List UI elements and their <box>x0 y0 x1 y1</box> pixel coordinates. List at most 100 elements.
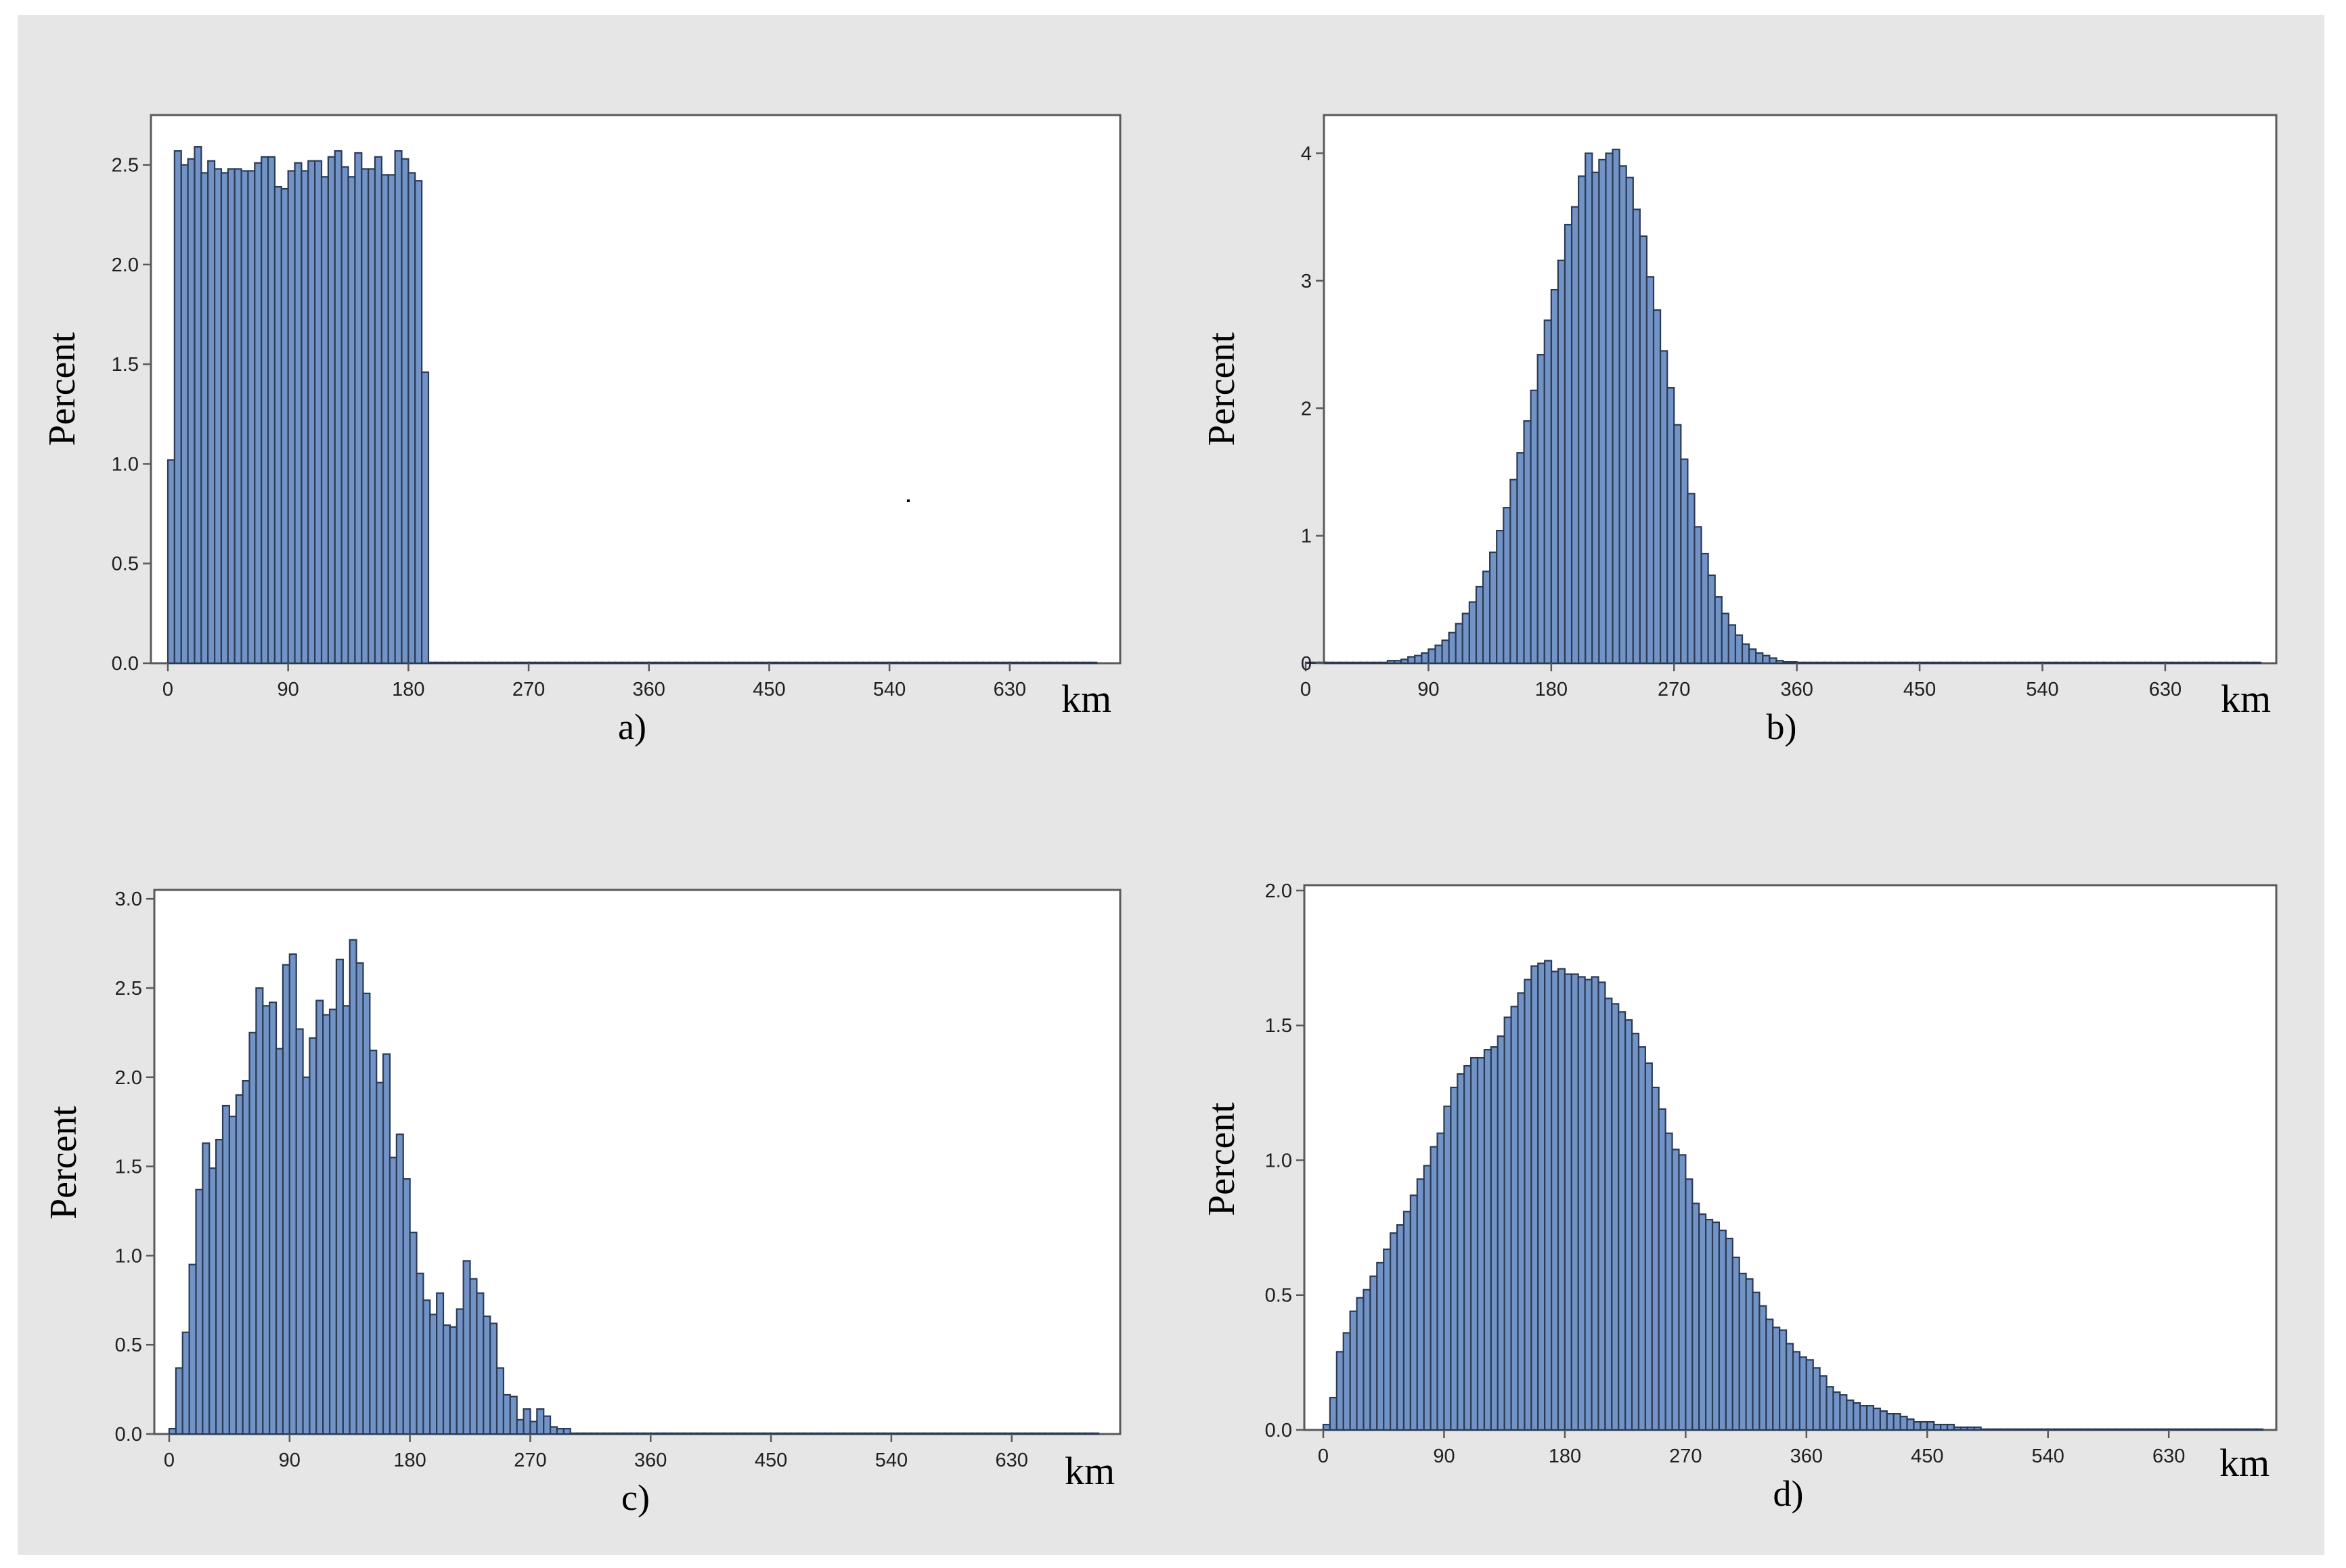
bar <box>1611 1003 1620 1431</box>
bar <box>1584 979 1593 1431</box>
x-tick-label: 0 <box>164 1450 175 1471</box>
bar <box>1673 424 1682 665</box>
bar <box>710 1432 719 1435</box>
x-tick-label: 180 <box>392 679 424 700</box>
bar <box>2081 1428 2089 1431</box>
bar <box>569 1432 578 1435</box>
bar <box>1434 644 1443 665</box>
histogram-svg-d: 0 90 180 270 360 450 540 630 0.0 0.5 1.0 1.5 2.0 Perc… <box>1201 880 2278 1514</box>
bar <box>194 146 202 665</box>
x-tick-label: 360 <box>1780 679 1813 700</box>
bar <box>636 1432 645 1435</box>
bar <box>254 162 263 665</box>
histogram-a: 0 90 180 270 360 450 540 630 0.0 0.5 1.0 1.5 2.0 2.5 P… <box>0 0 1173 784</box>
bar <box>1577 976 1586 1431</box>
bar <box>2168 1428 2177 1431</box>
x-tick-label: 0 <box>162 679 173 700</box>
bar <box>723 1432 732 1435</box>
bar <box>214 168 223 665</box>
bar <box>743 1432 752 1435</box>
bar <box>2020 1428 2029 1431</box>
y-tick-label: 2.0 <box>115 1067 142 1089</box>
bar <box>242 1079 250 1435</box>
x-tick-label: 360 <box>634 1450 667 1471</box>
bar <box>220 172 229 665</box>
bar <box>1369 1275 1378 1431</box>
bar <box>1475 585 1484 665</box>
bar <box>1625 177 1634 665</box>
bar <box>843 1432 852 1435</box>
bar <box>562 1427 571 1435</box>
bar <box>2027 1428 2036 1431</box>
bar <box>1482 570 1491 665</box>
bar <box>1363 1289 1371 1431</box>
bar <box>1853 1402 1861 1431</box>
bar <box>1859 1405 1868 1431</box>
bar <box>1503 507 1511 665</box>
bar <box>890 1432 899 1435</box>
bar <box>1798 1356 1807 1431</box>
bar <box>456 1308 464 1435</box>
y-tick-label: 4 <box>1301 143 1312 165</box>
bar <box>1004 1432 1013 1435</box>
bar <box>167 459 175 665</box>
bar <box>187 158 196 665</box>
x-tick-label: 270 <box>1669 1446 1702 1467</box>
bar <box>227 168 236 665</box>
bar <box>2100 1428 2110 1431</box>
bar <box>1711 1222 1721 1431</box>
y-tick-label: 2.5 <box>115 978 142 1000</box>
bar <box>1812 1367 1821 1431</box>
bar <box>904 1432 912 1435</box>
bar <box>1591 976 1599 1431</box>
bar <box>1598 158 1607 665</box>
bar <box>361 168 370 665</box>
x-tick-label: 450 <box>1911 1446 1943 1467</box>
bar <box>1376 1261 1385 1431</box>
y-tick-label: 2.5 <box>112 155 139 177</box>
bar <box>1017 1432 1026 1435</box>
bar <box>609 1432 618 1435</box>
bar <box>1407 656 1416 665</box>
bar <box>1050 1432 1059 1435</box>
x-tick-label: 0 <box>1318 1446 1329 1467</box>
bar <box>850 1432 859 1435</box>
bar <box>2221 1428 2230 1431</box>
bar <box>2188 1428 2196 1431</box>
bar <box>957 1432 966 1435</box>
bar <box>910 1432 919 1435</box>
y-axis-label: Percent <box>43 1106 85 1219</box>
bar <box>280 187 289 665</box>
bar <box>1725 1237 1733 1431</box>
bar <box>1839 1394 1848 1431</box>
bar <box>897 1432 906 1435</box>
bar <box>1443 1105 1452 1431</box>
bar <box>1966 1426 1975 1431</box>
bar <box>556 1427 565 1435</box>
bar <box>1461 612 1470 665</box>
bar <box>221 1104 231 1435</box>
bar <box>462 1260 471 1435</box>
bar <box>1414 654 1423 665</box>
bar <box>354 152 363 665</box>
bar <box>1738 1272 1747 1431</box>
bar <box>1064 1432 1073 1435</box>
bar <box>1490 1046 1499 1431</box>
bar <box>1671 1148 1680 1431</box>
bar <box>1390 1232 1398 1431</box>
bar <box>964 1432 973 1435</box>
bar <box>596 1432 605 1435</box>
bar <box>240 170 249 665</box>
bar <box>2249 1428 2257 1431</box>
y-tick-label: 0.0 <box>112 653 139 675</box>
bar <box>629 1432 638 1435</box>
bar <box>1893 1412 1901 1431</box>
bar <box>2154 1428 2163 1431</box>
bar <box>1393 660 1402 665</box>
bar <box>2242 1428 2251 1431</box>
bar <box>347 176 356 665</box>
bar <box>1748 648 1757 665</box>
bar <box>830 1432 839 1435</box>
bar <box>1071 1432 1080 1435</box>
